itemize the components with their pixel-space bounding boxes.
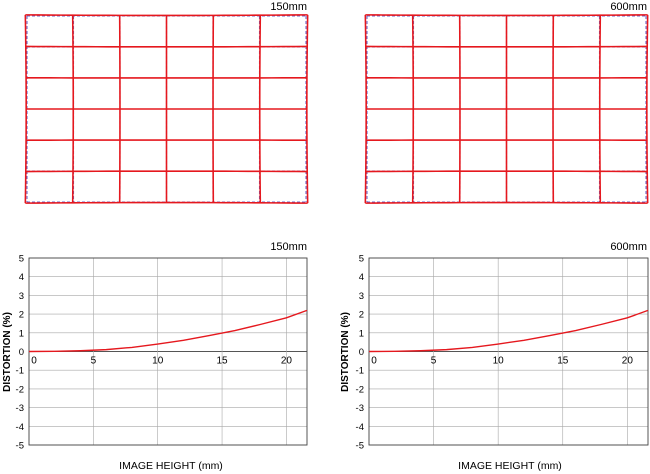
distorted-horizontal-line	[365, 201, 648, 204]
distorted-vertical-line	[306, 14, 309, 204]
y-tick-label: 2	[359, 310, 364, 321]
y-tick-label: -1	[16, 366, 24, 377]
grid-focal-label-600mm: 600mm	[610, 1, 647, 13]
y-tick-label: 2	[19, 310, 24, 321]
x-tick-labels: 0 5 10 15 20	[31, 356, 292, 367]
y-tick-label: 1	[19, 328, 24, 339]
x-axis-label: IMAGE HEIGHT (mm)	[458, 460, 562, 472]
y-tick-label: 3	[359, 291, 364, 302]
y-tick-label: -2	[16, 384, 24, 395]
distorted-vertical-line	[364, 14, 367, 204]
y-tick-labels: 5 4 3 2 1 0 -1 -2 -3 -4 -5	[16, 254, 24, 452]
x-tick-label: 0	[31, 356, 37, 367]
distorted-vertical-line	[646, 14, 649, 204]
y-axis-label: DISTORTION (%)	[340, 312, 351, 392]
distorted-vertical-line	[24, 14, 27, 204]
x-tick-label: 0	[371, 356, 377, 367]
grid-panel-150mm: 150mm	[24, 1, 309, 204]
y-tick-label: -4	[16, 422, 24, 433]
x-tick-label: 20	[281, 356, 293, 367]
x-tick-label: 15	[557, 356, 569, 367]
x-axis-label: IMAGE HEIGHT (mm)	[119, 460, 223, 472]
distorted-horizontal-line	[25, 14, 308, 17]
distortion-curve	[28, 309, 308, 353]
plot-focal-label-150mm: 150mm	[270, 241, 307, 253]
x-tick-label: 5	[431, 356, 437, 367]
x-tick-label: 10	[152, 356, 164, 367]
y-tick-labels: 5 4 3 2 1 0 -1 -2 -3 -4 -5	[356, 254, 364, 452]
y-tick-label: -3	[356, 403, 364, 414]
distortion-curve	[368, 309, 649, 353]
distorted-grid-lines	[24, 14, 309, 204]
y-tick-label: 4	[359, 272, 364, 283]
y-axis-label: DISTORTION (%)	[2, 312, 13, 392]
y-tick-label: -5	[16, 441, 24, 452]
plot-focal-label-600mm: 600mm	[610, 241, 647, 253]
y-tick-label: -1	[356, 366, 364, 377]
y-tick-label: 0	[19, 347, 24, 358]
y-tick-label: -4	[356, 422, 364, 433]
y-tick-label: 3	[19, 291, 24, 302]
y-tick-label: 5	[19, 254, 24, 265]
y-tick-label: 4	[19, 272, 24, 283]
x-tick-label: 5	[91, 356, 97, 367]
y-tick-label: 5	[359, 254, 364, 265]
x-tick-labels: 0 5 10 15 20	[371, 356, 633, 367]
y-tick-label: -5	[356, 441, 364, 452]
distorted-horizontal-line	[365, 14, 648, 17]
y-tick-label: -2	[356, 384, 364, 395]
y-tick-label: 0	[359, 347, 364, 358]
x-tick-label: 10	[493, 356, 505, 367]
x-tick-label: 20	[622, 356, 634, 367]
x-tick-label: 15	[216, 356, 228, 367]
distorted-grid-lines	[364, 14, 649, 204]
grid-focal-label-150mm: 150mm	[270, 1, 307, 13]
y-tick-label: -3	[16, 403, 24, 414]
grid-panel-600mm: 600mm	[364, 1, 649, 204]
y-tick-label: 1	[359, 328, 364, 339]
distorted-horizontal-line	[25, 201, 308, 204]
